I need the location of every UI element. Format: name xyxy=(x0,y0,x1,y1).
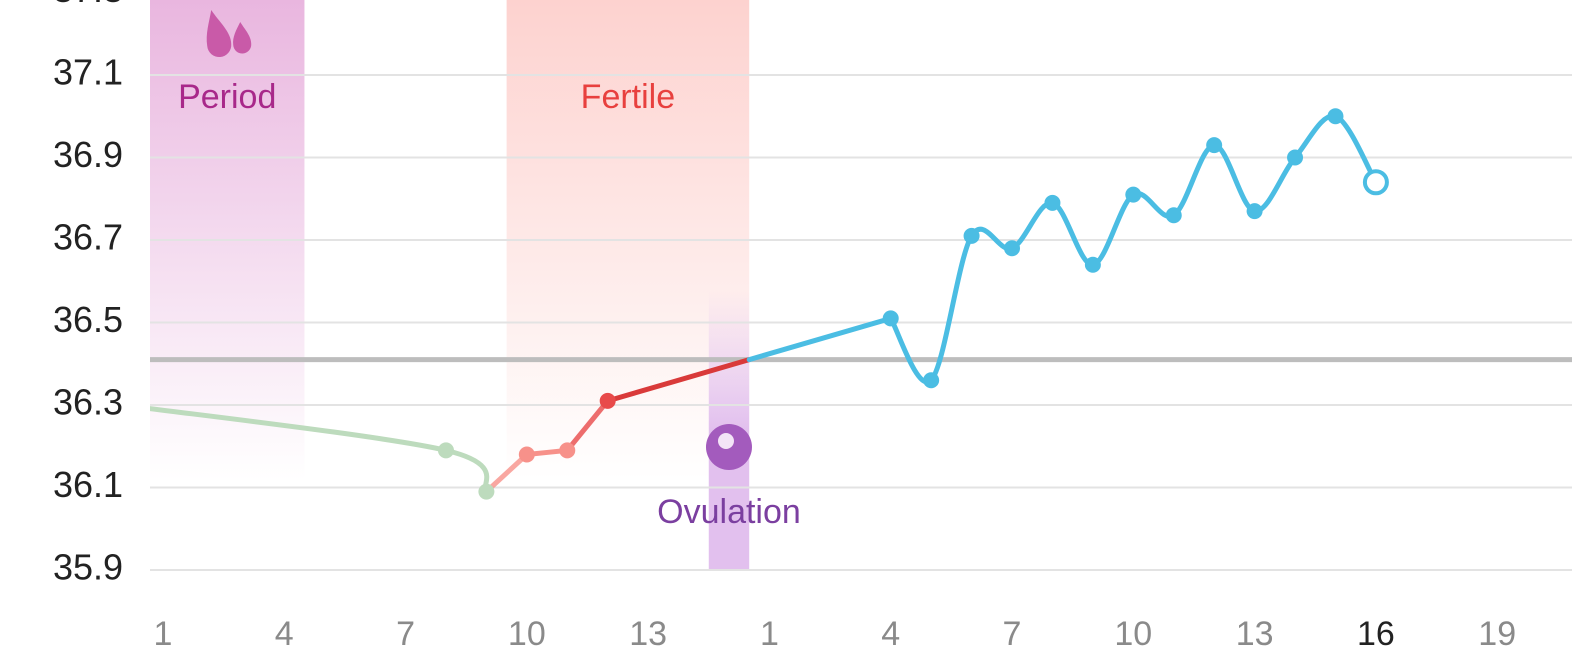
x-tick-label: 4 xyxy=(881,615,900,653)
x-tick-label: 10 xyxy=(1114,615,1152,653)
marker xyxy=(882,310,899,327)
x-tick-label: 4 xyxy=(275,615,294,653)
x-tick-label: 10 xyxy=(508,615,546,653)
x-tick-label: 1 xyxy=(153,615,172,653)
y-tick-label: 36.7 xyxy=(53,217,123,258)
connector xyxy=(605,357,752,404)
marker xyxy=(518,446,535,463)
y-tick-label: 36.5 xyxy=(53,299,123,340)
ovulation-icon-dot xyxy=(717,433,734,449)
plot-area xyxy=(150,108,1389,500)
phase-label: Ovulation xyxy=(657,493,801,531)
marker xyxy=(1327,108,1344,125)
series-line xyxy=(888,113,1379,385)
marker xyxy=(1246,203,1263,220)
marker xyxy=(1125,186,1142,203)
today-marker xyxy=(1362,169,1389,196)
y-tick-label: 36.3 xyxy=(53,382,123,423)
connector xyxy=(746,315,894,363)
y-tick-label: 37.1 xyxy=(53,52,123,93)
x-tick-label: 13 xyxy=(629,615,667,653)
phase-label: Period xyxy=(178,78,276,116)
marker xyxy=(559,442,576,459)
marker xyxy=(923,372,940,389)
period-icon xyxy=(206,10,252,58)
marker xyxy=(1206,137,1223,154)
series-line xyxy=(150,406,490,494)
marker xyxy=(963,227,980,244)
connector xyxy=(564,398,611,453)
phase-label: Fertile xyxy=(581,78,675,116)
connector xyxy=(483,452,530,495)
y-tick-label: 36.9 xyxy=(53,134,123,175)
marker xyxy=(599,392,616,409)
drop xyxy=(206,10,232,58)
marker xyxy=(1287,149,1304,166)
marker xyxy=(1004,240,1021,257)
x-tick-label: 13 xyxy=(1236,615,1274,653)
x-tick-label: 1 xyxy=(760,615,779,653)
y-tick-label: 35.9 xyxy=(53,547,123,588)
y-tick-label: 37.3 xyxy=(53,0,123,10)
x-tick-label: 19 xyxy=(1478,615,1516,653)
marker xyxy=(1084,256,1101,273)
marker xyxy=(478,483,495,500)
drop xyxy=(233,22,252,54)
marker xyxy=(1165,207,1182,224)
x-tick-label: 7 xyxy=(396,615,415,653)
y-tick-label: 36.1 xyxy=(53,464,123,505)
x-tick-label: 16 xyxy=(1357,615,1395,653)
marker xyxy=(1044,194,1061,211)
marker xyxy=(437,442,454,459)
x-tick-label: 7 xyxy=(1003,615,1022,653)
